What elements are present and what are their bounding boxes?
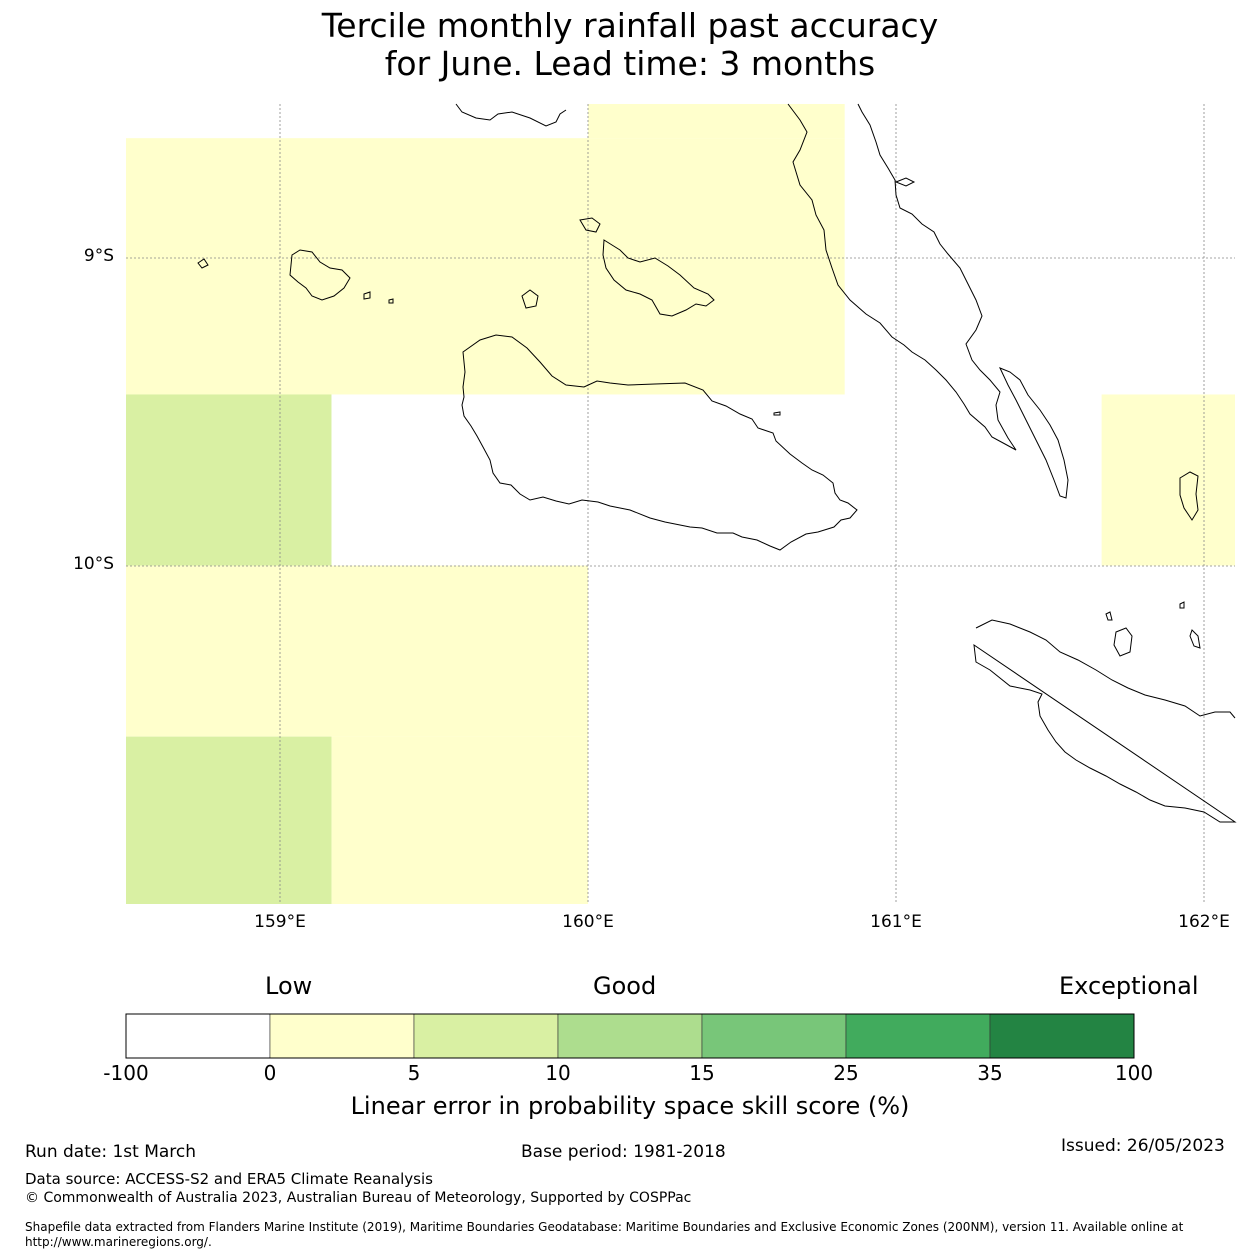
skill-cell-4 bbox=[126, 565, 589, 737]
coastline-islet-8 bbox=[1113, 627, 1133, 657]
data-source: Data source: ACCESS-S2 and ERA5 Climate … bbox=[25, 1170, 433, 1188]
colorbar-segment-5 bbox=[845, 1013, 991, 1059]
chart-title-line1: Tercile monthly rainfall past accuracy bbox=[321, 6, 939, 45]
colorbar-segment-6 bbox=[989, 1013, 1135, 1059]
colorbar-tick: -100 bbox=[103, 1061, 149, 1085]
coastline-islet-1 bbox=[579, 217, 601, 233]
base-period: Base period: 1981-2018 bbox=[521, 1142, 726, 1162]
colorbar-category-exceptional: Exceptional bbox=[1059, 972, 1199, 1000]
lon-label-162: 162°E bbox=[1178, 912, 1230, 932]
lon-label-161: 161°E bbox=[870, 912, 922, 932]
run-date: Run date: 1st March bbox=[25, 1142, 197, 1162]
colorbar-segment-1 bbox=[269, 1013, 415, 1059]
colorbar-tick: 25 bbox=[833, 1061, 859, 1085]
colorbar-tick: 100 bbox=[1114, 1061, 1154, 1085]
coastline-islet-4 bbox=[363, 291, 371, 300]
coastline-islands-center bbox=[602, 239, 715, 317]
colorbar-tick: 35 bbox=[977, 1061, 1003, 1085]
skill-cell-2 bbox=[126, 394, 332, 566]
skill-cell-0 bbox=[588, 104, 845, 139]
colorbar-segment-4 bbox=[701, 1013, 847, 1059]
skill-cell-1 bbox=[126, 138, 845, 395]
coastline-islet-2 bbox=[521, 289, 539, 309]
colorbar-segment-2 bbox=[413, 1013, 559, 1059]
colorbar-label: Linear error in probability space skill … bbox=[350, 1092, 910, 1120]
coastline-islet-10 bbox=[1179, 601, 1185, 609]
coastline-top-fragment bbox=[455, 103, 567, 127]
coastline-islet-6 bbox=[894, 177, 916, 187]
coastline-small-island-east bbox=[999, 367, 1069, 499]
coastline-islet-east bbox=[1179, 471, 1199, 521]
issued-date: Issued: 26/05/2023 bbox=[1061, 1136, 1225, 1156]
coastline-north-island bbox=[787, 103, 1017, 451]
coastline-large-island bbox=[461, 334, 858, 551]
coastline-islet-11 bbox=[1189, 629, 1201, 649]
colorbar-tick: 15 bbox=[689, 1061, 715, 1085]
colorbar-tick: 10 bbox=[545, 1061, 571, 1085]
coastline-islet-7 bbox=[773, 411, 781, 416]
colorbar-tick: 5 bbox=[407, 1061, 421, 1085]
lat-label-10s: 10°S bbox=[73, 554, 114, 574]
coastline-islet-3 bbox=[197, 258, 209, 269]
shapefile-credit: Shapefile data extracted from Flanders M… bbox=[25, 1220, 1184, 1249]
skill-cell-5 bbox=[331, 736, 589, 904]
colorbar-tick: 0 bbox=[263, 1061, 277, 1085]
colorbar-category-good: Good bbox=[593, 972, 657, 1000]
coastline-islet-5 bbox=[388, 298, 394, 304]
chart-title-line2: for June. Lead time: 3 months bbox=[384, 44, 876, 83]
lon-label-160: 160°E bbox=[562, 912, 614, 932]
colorbar-category-low: Low bbox=[265, 972, 313, 1000]
coastline-islet-9 bbox=[1105, 611, 1113, 621]
coastline-southeast-island bbox=[973, 619, 1237, 823]
colorbar-segment-0 bbox=[125, 1013, 271, 1059]
lat-label-9s: 9°S bbox=[83, 246, 114, 266]
colorbar-outline bbox=[125, 1013, 1135, 1059]
copyright: © Commonwealth of Australia 2023, Austra… bbox=[25, 1190, 692, 1206]
skill-cell-3 bbox=[1101, 394, 1235, 566]
colorbar-segment-3 bbox=[557, 1013, 703, 1059]
coastline-islands-west bbox=[289, 249, 351, 301]
colorbar bbox=[125, 1013, 1135, 1059]
skill-cell-6 bbox=[126, 736, 332, 904]
lon-label-159: 159°E bbox=[254, 912, 306, 932]
